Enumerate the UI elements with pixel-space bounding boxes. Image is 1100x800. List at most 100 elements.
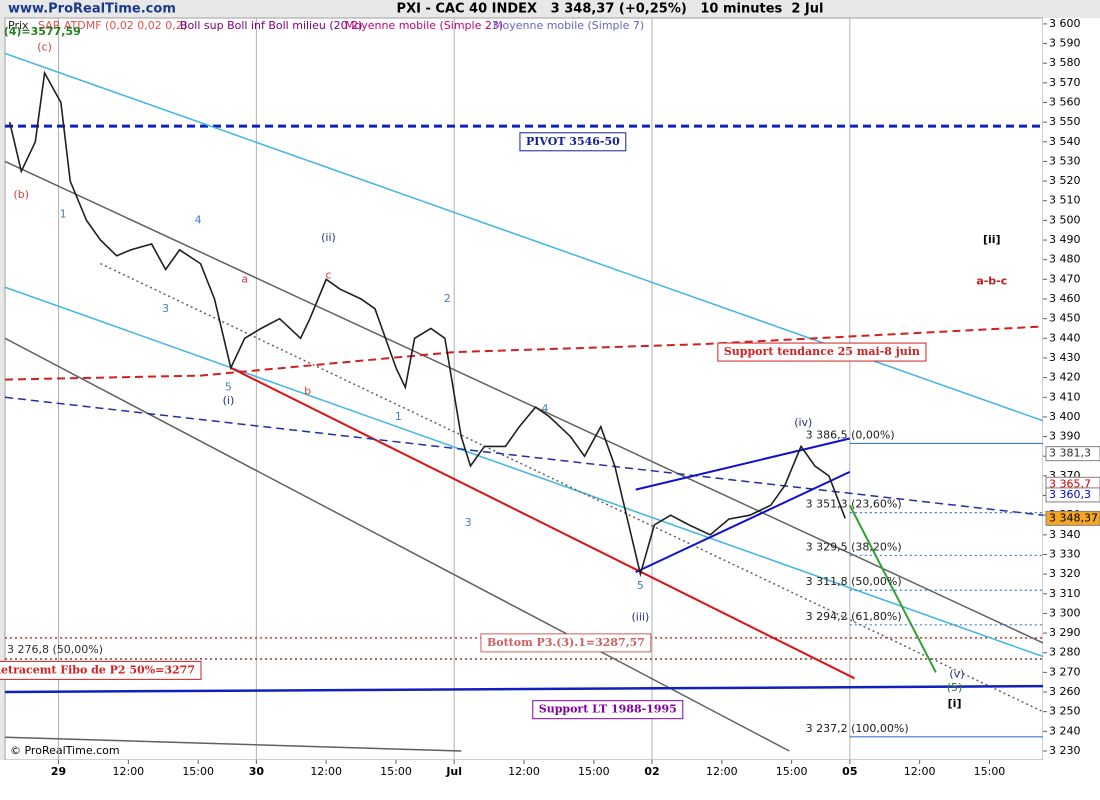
fib-label: 3 237,2 (100,00%) — [806, 722, 909, 735]
x-tick-label: 15:00 — [380, 765, 412, 778]
annotation-box — [717, 342, 927, 362]
trend-line — [5, 325, 1043, 381]
wave-label: 5 — [637, 579, 644, 592]
y-tick-label: 3 400 — [1049, 410, 1081, 423]
wave-label: 3 — [162, 302, 169, 315]
y-tick-label: 3 510 — [1049, 194, 1081, 207]
annotation-box-label: Support LT 1988-1995 — [539, 703, 677, 716]
y-tick-label: 3 470 — [1049, 272, 1081, 285]
trend-line — [848, 504, 937, 673]
wave-label: 1 — [395, 410, 402, 423]
y-tick-label: 3 580 — [1049, 56, 1081, 69]
trend-lines — [5, 52, 1043, 752]
wave-label: a-b-c — [976, 274, 1007, 287]
annotation-box-label: Bottom P3.(3).1=3287,57 — [487, 636, 645, 649]
wave-label: (i) — [223, 394, 235, 407]
y-tick-label: 3 230 — [1049, 744, 1081, 757]
trend-line — [5, 736, 462, 752]
trend-line — [5, 337, 790, 752]
price-axis — [1043, 18, 1100, 760]
header-bar — [0, 0, 1100, 18]
trend-line — [5, 286, 1043, 658]
wave-label: 4 — [195, 213, 202, 226]
trend-line — [5, 684, 1043, 694]
wave-label: (iv) — [794, 416, 812, 429]
price-box-label: 3 381,3 — [1049, 447, 1091, 460]
y-tick-label: 3 500 — [1049, 213, 1081, 226]
x-tick-label: 05 — [842, 765, 857, 778]
price-box — [1045, 510, 1100, 526]
trend-line — [5, 160, 1043, 644]
wave-label: (c) — [37, 40, 52, 53]
price-box — [1045, 487, 1100, 503]
y-tick-label: 3 390 — [1049, 430, 1081, 443]
y-tick-label: 3 530 — [1049, 154, 1081, 167]
y-tick-label: 3 430 — [1049, 351, 1081, 364]
x-tick-label: 02 — [644, 765, 659, 778]
price-box — [1045, 446, 1100, 462]
annotation-box-label: PIVOT 3546-50 — [526, 135, 620, 148]
x-tick-label: 15:00 — [578, 765, 610, 778]
legend-entry: Prix — [8, 19, 29, 32]
level-label: 3 276,8 (50,00%) — [7, 643, 103, 656]
annotation-box-label: Retracemt Fibo de P2 50%=3277 — [0, 663, 195, 676]
y-tick-label: 3 540 — [1049, 135, 1081, 148]
x-tick-label: 15:00 — [974, 765, 1006, 778]
y-tick-label: 3 420 — [1049, 371, 1081, 384]
annotation-box — [0, 660, 202, 680]
wave-label: a — [241, 272, 248, 285]
x-tick-label: 12:00 — [310, 765, 342, 778]
x-tick-label: 12:00 — [508, 765, 540, 778]
x-tick-label: Jul — [445, 765, 462, 778]
y-tick-label: 3 590 — [1049, 37, 1081, 50]
trend-line — [635, 437, 851, 491]
legend-entry: Boll sup Boll inf Boll milieu (20 2) — [180, 19, 362, 32]
x-tick-label: 12:00 — [904, 765, 936, 778]
chart-content: 29 12:00 15:00 30 12:00 15:00 Jul 12:00 15:00 02 1… — [0, 17, 1100, 778]
y-tick-label: 3 520 — [1049, 174, 1081, 187]
fib-label: 3 386,5 (0,00%) — [806, 428, 895, 441]
annotation-box — [532, 700, 684, 720]
annotation-box-label: Support tendance 25 mai-8 juin — [724, 345, 920, 358]
y-tick-label: 3 550 — [1049, 115, 1081, 128]
y-tick-label: 3 460 — [1049, 292, 1081, 305]
wave-label: (4)=3577,59 — [4, 25, 81, 38]
x-tick-label: 15:00 — [182, 765, 214, 778]
x-tick-label: 12:00 — [706, 765, 738, 778]
wave-label: b — [304, 384, 311, 397]
wave-label: 1 — [60, 208, 67, 221]
price-box-label: 3 348,37 — [1049, 511, 1098, 524]
y-tick-label: 3 340 — [1049, 528, 1081, 541]
price-box-label: 3 360,3 — [1049, 488, 1091, 501]
y-tick-label: 3 290 — [1049, 626, 1081, 639]
y-tick-label: 3 280 — [1049, 646, 1081, 659]
legend-entry: Moyenne mobile (Simple 23) — [345, 19, 503, 32]
wave-label: [i] — [948, 697, 962, 710]
wave-label: 4 — [541, 402, 548, 415]
y-tick-label: 3 250 — [1049, 705, 1081, 718]
y-tick-label: 3 440 — [1049, 331, 1081, 344]
trend-line — [100, 262, 1043, 713]
fib-label: 3 351,3 (23,60%) — [806, 498, 902, 511]
x-tick-label: 12:00 — [112, 765, 144, 778]
y-tick-label: 3 410 — [1049, 390, 1081, 403]
x-tick-label: 15:00 — [776, 765, 808, 778]
trend-line — [230, 366, 855, 680]
y-tick-label: 3 300 — [1049, 606, 1081, 619]
site-name: www.ProRealTime.com — [8, 2, 176, 17]
legend-entry: SAR ATDMF (0,02 0,02 0,2) — [38, 19, 187, 32]
y-tick-label: 3 320 — [1049, 567, 1081, 580]
price-line — [8, 70, 846, 578]
y-tick-label: 3 330 — [1049, 547, 1081, 560]
y-tick-label: 3 450 — [1049, 312, 1081, 325]
fib-label: 3 311,8 (50,00%) — [806, 575, 902, 588]
wave-label: (b) — [14, 188, 30, 201]
x-tick-label: 29 — [51, 765, 66, 778]
y-tick-label: 3 240 — [1049, 724, 1081, 737]
chart-title: PXI - CAC 40 INDEX 3 348,37 (+0,25%) 10 … — [397, 2, 824, 17]
wave-label: (iii) — [631, 610, 649, 623]
y-tick-label: 3 570 — [1049, 76, 1081, 89]
y-tick-label: 3 480 — [1049, 253, 1081, 266]
